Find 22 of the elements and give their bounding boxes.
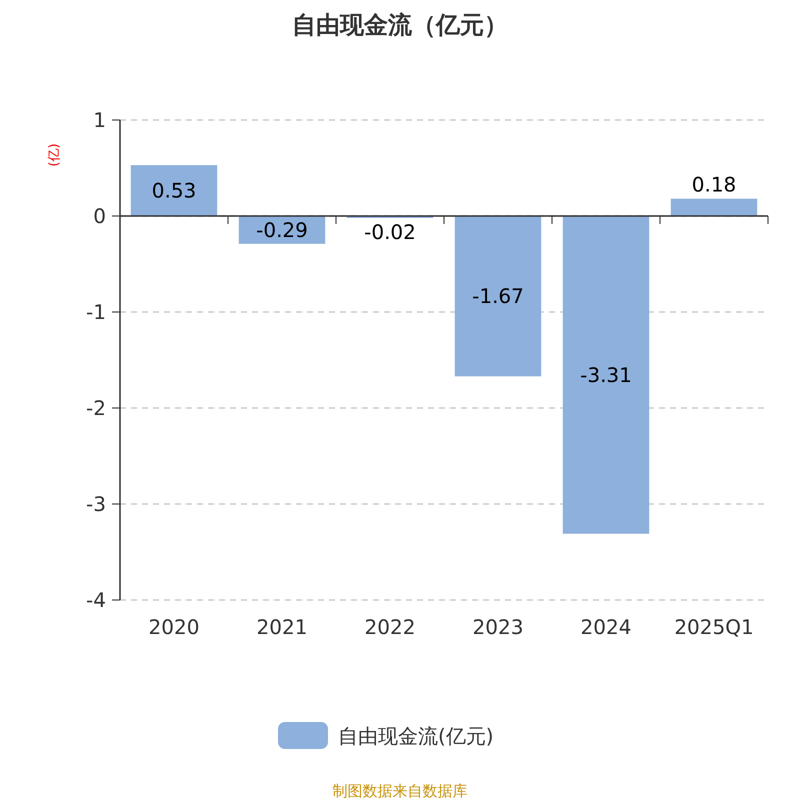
text: 制图数据来自数据库 bbox=[332, 782, 468, 800]
y-tick-label: -3 bbox=[86, 492, 106, 516]
chart-title: 自由现金流（亿元） bbox=[292, 11, 508, 39]
data-label: -1.67 bbox=[472, 284, 524, 308]
data-label: -0.02 bbox=[364, 220, 416, 244]
y-tick-label: -1 bbox=[86, 300, 106, 324]
x-tick-label: 2023 bbox=[472, 615, 524, 639]
y-axis-title: (亿) bbox=[47, 143, 62, 167]
data-label: -3.31 bbox=[580, 362, 632, 387]
legend-label: 自由现金流(亿元) bbox=[338, 724, 494, 748]
y-tick-label: -4 bbox=[86, 588, 106, 612]
y-tick-label: -2 bbox=[86, 396, 106, 420]
y-tick-label: 1 bbox=[93, 108, 106, 132]
x-tick-label: 2025Q1 bbox=[674, 615, 754, 639]
data-label: 0.53 bbox=[152, 178, 196, 203]
data-label: -0.29 bbox=[256, 218, 308, 242]
y-tick-label: 0 bbox=[93, 204, 106, 228]
x-tick-label: 2020 bbox=[148, 615, 200, 639]
x-tick-label: 2022 bbox=[364, 615, 416, 639]
data-label: 0.18 bbox=[692, 172, 736, 197]
x-tick-label: 2021 bbox=[256, 615, 308, 639]
x-tick-label: 2024 bbox=[580, 615, 632, 639]
